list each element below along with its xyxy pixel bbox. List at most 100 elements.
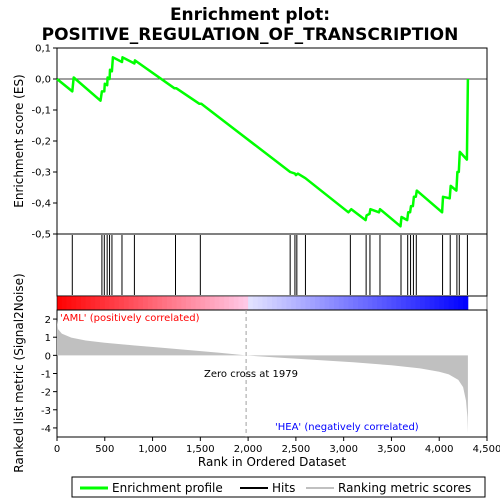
color-bar-segment [319, 296, 325, 310]
x-tick-label: 4,500 [473, 444, 500, 455]
color-bar-segment [128, 296, 134, 310]
color-bar-segment [324, 296, 330, 310]
metric-panel: 2 1 0 -1 -2 -3 -4 'AML' (positively correlated… [12, 273, 488, 473]
color-bar-segment [90, 296, 96, 310]
enrichment-y-tick-label: 0,1 [35, 44, 51, 55]
color-bar-segment [100, 296, 106, 310]
color-bar-segment [429, 296, 435, 310]
enrichment-y-tick-label: -0,2 [31, 137, 51, 148]
negative-correlation-label: 'HEA' (negatively correlated) [275, 422, 419, 433]
chart-title-line-1: Enrichment plot: [170, 5, 330, 25]
color-bar-segment [291, 296, 297, 310]
color-bar-segment [166, 296, 173, 310]
color-bar-segment [310, 296, 316, 310]
color-bar-segment [147, 296, 153, 310]
color-bar-segment [57, 296, 63, 310]
color-bar-segment [224, 296, 230, 310]
color-bar-segment [453, 296, 459, 310]
enrichment-y-tick-label: -0,3 [31, 168, 51, 179]
enrichment-y-tick-label: 0,0 [35, 75, 51, 86]
metric-y-tick-label: 1 [45, 333, 51, 344]
color-bar-segment [315, 296, 321, 310]
color-bar-segment [367, 296, 373, 310]
color-bar-segment [300, 296, 306, 310]
legend: Enrichment profile Hits Ranking metric s… [71, 476, 486, 498]
enrichment-profile-line [56, 56, 470, 228]
metric-y-tick-label: -3 [41, 406, 51, 417]
color-bar-segment [85, 296, 91, 310]
color-bar-segment [305, 296, 311, 310]
color-bar-segment [114, 296, 120, 310]
color-bar-segment [195, 296, 201, 310]
color-bar-segment [434, 296, 440, 310]
color-bar-segment [377, 296, 383, 310]
color-bar-segment [401, 296, 407, 310]
metric-y-tick-label: -4 [41, 424, 51, 435]
legend-frame [71, 476, 486, 498]
color-bar-segment [348, 296, 354, 310]
x-tick-label: 1,000 [138, 444, 167, 455]
color-bar-segment [76, 296, 82, 310]
color-bar-segment [243, 296, 249, 310]
x-axis-label: Rank in Ordered Dataset [198, 455, 346, 469]
color-bar-segment [181, 296, 187, 310]
color-bar-segment [276, 296, 282, 310]
color-bar-segment [190, 296, 196, 310]
color-bar-segment [119, 296, 125, 310]
color-bar-segment [186, 296, 192, 310]
legend-label-enrichment: Enrichment profile [112, 481, 223, 495]
enrichment-y-tick-label: -0,5 [31, 230, 51, 241]
color-bar-segment [248, 296, 254, 310]
zero-cross-annotation: Zero cross at 1979 [204, 369, 298, 380]
hit-marks [71, 235, 468, 295]
metric-y-tick-label: -1 [41, 370, 51, 381]
color-bar-segment [104, 296, 110, 310]
rank-color-bar [56, 295, 488, 311]
color-bar-segment [229, 296, 235, 310]
x-axis-ticks: 0 500 1,000 1,500 2,000 2,500 3,000 3,500 4,000 4… [54, 437, 500, 455]
metric-y-tick-label: 2 [45, 315, 51, 326]
x-tick-label: 0 [54, 444, 60, 455]
chart-title-line-2: POSITIVE_REGULATION_OF_TRANSCRIPTION [42, 25, 459, 45]
color-bar-segment [80, 296, 87, 310]
color-bar-segment [262, 296, 268, 310]
ranking-metric-area [57, 320, 468, 434]
color-bar-segment [272, 296, 278, 310]
color-bar-segment [338, 296, 345, 310]
color-bar-segment [152, 296, 158, 310]
color-bar-segment [123, 296, 130, 310]
color-bar-segment [381, 296, 388, 310]
x-tick-label: 500 [95, 444, 114, 455]
hits-panel-frame [56, 233, 488, 297]
color-bar-segment [281, 296, 287, 310]
metric-y-tick-label: 0 [45, 351, 51, 362]
color-bar-segment [424, 296, 431, 310]
color-bar-segment [420, 296, 426, 310]
color-bar-segment [257, 296, 263, 310]
x-tick-label: 3,000 [329, 444, 358, 455]
legend-label-metric: Ranking metric scores [338, 481, 471, 495]
x-tick-label: 1,500 [186, 444, 215, 455]
color-bar-segment [343, 296, 349, 310]
color-bar-segment [233, 296, 239, 310]
color-bar-segment [61, 296, 67, 310]
color-bar-segment [238, 296, 244, 310]
color-bar-segment [386, 296, 392, 310]
color-bar-segment [362, 296, 368, 310]
color-bar-segment [286, 296, 292, 310]
color-bar-segment [415, 296, 421, 310]
color-bar-segment [444, 296, 450, 310]
enrichment-y-axis-label: Enrichment score (ES) [12, 74, 26, 207]
color-bar-segment [391, 296, 397, 310]
color-bar-segment [410, 296, 416, 310]
color-bar-segment [205, 296, 211, 310]
x-tick-label: 3,500 [377, 444, 406, 455]
legend-label-hits: Hits [272, 481, 295, 495]
enrichment-y-tick-label: -0,1 [31, 106, 51, 117]
color-bar-segment [396, 296, 402, 310]
color-bar-segment [252, 296, 259, 310]
color-bar-segment [157, 296, 163, 310]
x-tick-label: 2,500 [282, 444, 311, 455]
color-bar-segment [439, 296, 445, 310]
